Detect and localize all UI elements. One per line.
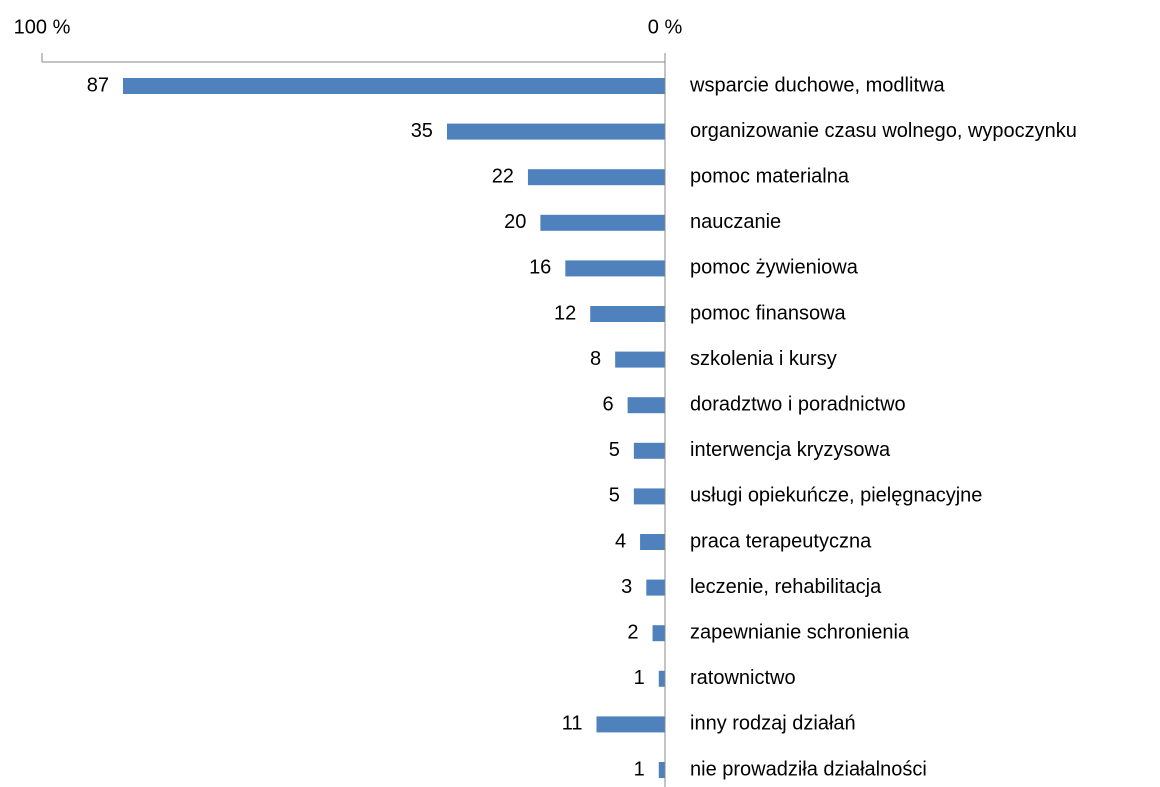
bar <box>658 670 665 687</box>
value-label: 87 <box>87 74 109 96</box>
category-label: pomoc finansowa <box>690 302 847 324</box>
category-label: leczenie, rehabilitacja <box>690 576 882 598</box>
value-label: 3 <box>621 576 632 598</box>
category-label: nauczanie <box>690 211 781 233</box>
bar <box>540 214 665 231</box>
bar <box>658 762 665 778</box>
bar <box>122 78 666 94</box>
bar <box>652 625 665 642</box>
category-label: zapewnianie schronienia <box>690 621 910 643</box>
category-label: pomoc materialna <box>690 165 850 187</box>
x-tick-label: 100 % <box>14 16 71 38</box>
value-label: 12 <box>554 302 576 324</box>
value-label: 5 <box>609 439 620 461</box>
category-label: inny rodzaj działań <box>690 713 856 735</box>
value-label: 16 <box>529 257 551 279</box>
category-label: doradztwo i poradnictwo <box>690 393 906 415</box>
category-label: interwencja kryzysowa <box>690 439 891 461</box>
value-label: 35 <box>411 120 433 142</box>
value-label: 11 <box>562 713 583 735</box>
category-label: usługi opiekuńcze, pielęgnacyjne <box>690 485 982 507</box>
category-label: praca terapeutyczna <box>690 530 872 552</box>
bar <box>596 716 665 733</box>
category-label: szkolenia i kursy <box>690 348 837 370</box>
value-label: 1 <box>634 758 645 780</box>
category-label: pomoc żywieniowa <box>690 257 859 279</box>
bar <box>627 397 665 414</box>
bar <box>590 306 665 322</box>
bar <box>446 123 665 140</box>
bar <box>633 442 665 459</box>
bar <box>640 534 665 550</box>
value-label: 6 <box>602 393 613 415</box>
value-label: 8 <box>590 348 601 370</box>
value-label: 22 <box>492 165 514 187</box>
category-label: organizowanie czasu wolnego, wypoczynku <box>690 120 1077 142</box>
value-label: 4 <box>615 530 626 552</box>
category-label: wsparcie duchowe, modlitwa <box>689 74 945 96</box>
value-label: 5 <box>609 485 620 507</box>
value-label: 1 <box>634 667 645 689</box>
bar <box>527 169 665 186</box>
bar <box>646 579 665 596</box>
value-label: 20 <box>504 211 526 233</box>
category-label: nie prowadziła działalności <box>690 758 927 780</box>
x-tick-label: 0 % <box>648 16 683 38</box>
bar <box>633 488 665 505</box>
bar <box>615 351 665 368</box>
bar <box>565 260 665 277</box>
value-label: 2 <box>627 621 638 643</box>
category-label: ratownictwo <box>690 667 796 689</box>
